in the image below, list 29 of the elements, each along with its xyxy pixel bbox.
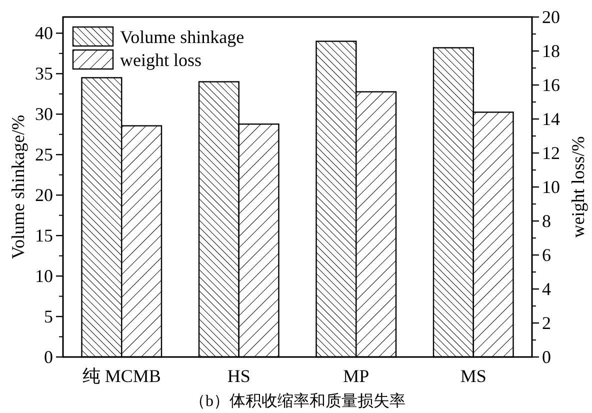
y2-tick-label: 18	[542, 41, 560, 61]
y-tick-label: 30	[35, 104, 53, 124]
y2-tick-label: 10	[542, 177, 560, 197]
y-tick-label: 40	[35, 23, 53, 44]
y2-tick-label: 14	[542, 109, 560, 129]
x-tick-label: 纯 MCMB	[82, 366, 161, 386]
y2-tick-label: 20	[542, 7, 560, 27]
text: （b）体积收缩率和质量损失率	[190, 392, 406, 410]
y-tick-label: 5	[44, 306, 53, 327]
y-tick-label: 0	[44, 347, 53, 367]
y2-tick-label: 4	[542, 279, 551, 299]
y2-tick-label: 8	[542, 211, 551, 231]
legend-label: Volume shinkage	[120, 27, 244, 47]
y-tick-label: 35	[35, 64, 53, 84]
y2-tick-label: 6	[542, 245, 551, 265]
x-tick-label: MS	[460, 366, 486, 386]
y-tick-label: 20	[35, 185, 53, 206]
y2-tick-label: 12	[542, 143, 560, 163]
x-tick-label: HS	[227, 366, 250, 386]
y2-tick-label: 16	[542, 75, 560, 95]
y2-tick-label: 0	[542, 347, 551, 367]
y-tick-label: 25	[35, 144, 53, 165]
y2-axis-title: weight loss/%	[568, 136, 588, 238]
x-tick-label: MP	[343, 366, 370, 386]
y-axis-title: Volume shinkage/%	[8, 114, 28, 260]
y-tick-label: 15	[35, 226, 53, 246]
y2-tick-label: 2	[542, 313, 551, 333]
legend-label: weight loss	[120, 50, 202, 70]
y-tick-label: 10	[35, 266, 53, 286]
